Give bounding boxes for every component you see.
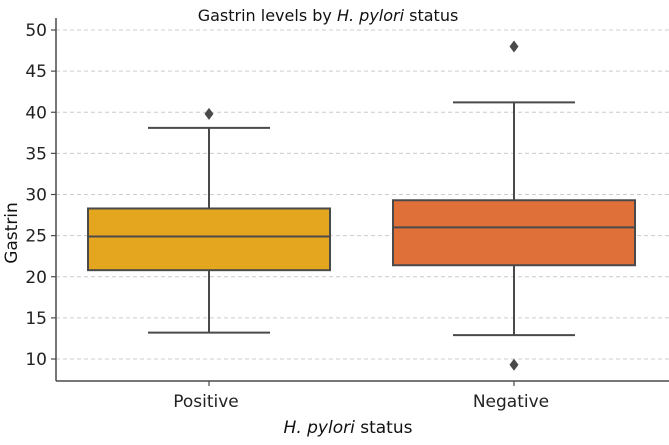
boxes [87,40,636,371]
y-tick-label: 25 [25,227,47,247]
outlier-marker [509,358,519,371]
box-group-positive [87,107,331,334]
y-axis-title: Gastrin [2,202,22,264]
y-tick-label: 15 [25,309,47,329]
box-group-negative [392,40,636,371]
outlier-marker [204,107,214,120]
y-tick-label: 40 [25,103,47,123]
chart-title: Gastrin levels by H. pylori status [198,6,459,25]
x-axis-categories: Positive Negative [173,381,549,412]
xlabel-suffix: status [355,418,413,438]
xlabel-italic: H. pylori [284,418,356,438]
y-tick-label: 50 [25,21,47,41]
outlier-marker [509,40,519,53]
y-tick-label: 35 [25,144,47,164]
title-italic: H. pylori [337,6,405,25]
y-tick-label: 20 [25,268,47,288]
grid-lines [56,29,669,360]
title-prefix: Gastrin levels by [198,6,337,25]
y-tick-label: 30 [25,186,47,206]
title-suffix: status [404,6,458,25]
x-category-label: Positive [173,392,239,412]
y-axis-ticks: 10 15 20 25 30 35 40 45 50 [25,21,56,370]
iqr-box [392,199,636,267]
x-axis-title: H. pylori status [284,418,413,438]
iqr-box [87,207,331,272]
y-tick-label: 10 [25,350,47,370]
y-tick-label: 45 [25,62,47,82]
x-category-label: Negative [473,392,549,412]
